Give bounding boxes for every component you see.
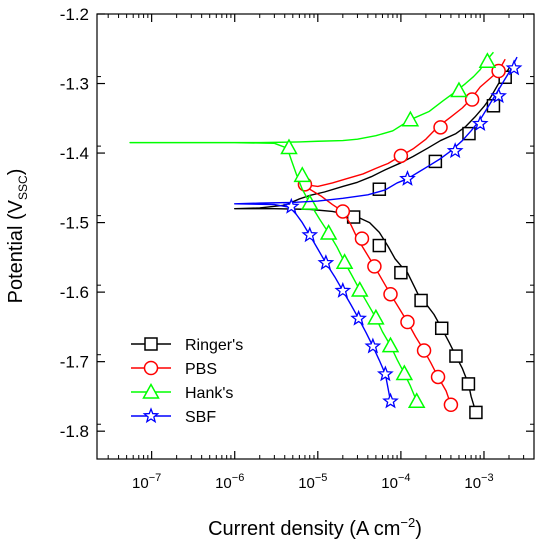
data-point [450, 81, 468, 98]
data-point [478, 52, 497, 69]
data-point [394, 265, 408, 280]
data-point [449, 349, 463, 363]
data-point [395, 364, 414, 381]
data-point [367, 308, 385, 325]
data-point [372, 238, 387, 253]
legend-label: SBF [185, 409, 216, 426]
data-point [461, 377, 476, 391]
data-point [350, 309, 368, 326]
data-point [443, 397, 459, 413]
series-triangle [129, 51, 497, 409]
data-point [335, 253, 354, 269]
x-axis-ticks: 10−7 10−6 10−5 10−4 10−3 [107, 14, 535, 492]
legend-marker [142, 382, 160, 399]
data-point [471, 115, 489, 131]
legend-label: Ringer's [185, 337, 243, 354]
x-tick-label: 10−5 [298, 472, 327, 492]
x-tick-label: 10−4 [381, 472, 410, 492]
data-point [367, 259, 382, 274]
y-tick-label: -1.4 [60, 144, 89, 163]
data-point [401, 110, 420, 127]
y-tick-label: -1.7 [60, 353, 89, 372]
data-point [319, 223, 338, 240]
y-tick-label: -1.3 [60, 75, 89, 94]
data-point [430, 369, 446, 385]
data-point [354, 231, 370, 246]
data-point [376, 365, 394, 382]
data-point [434, 321, 449, 336]
y-tick-label: -1.2 [60, 5, 89, 24]
data-point [382, 392, 399, 409]
y-axis-label-text: Potential [5, 226, 27, 304]
data-point [400, 314, 415, 330]
series-square [234, 67, 512, 420]
x-axis-unit-base: A cm [356, 518, 400, 540]
data-point [464, 92, 480, 107]
legend-label: PBS [185, 361, 217, 378]
y-axis-unit-sub: SSC [16, 175, 30, 200]
data-point [407, 392, 426, 409]
data-point [399, 169, 416, 186]
legend-marker [142, 407, 160, 424]
plot-frame [96, 13, 535, 460]
legend-marker [143, 360, 159, 376]
data-point [346, 210, 361, 224]
data-point [381, 336, 400, 353]
data-point [393, 148, 409, 164]
data-point [416, 343, 432, 358]
data-point [383, 286, 398, 302]
y-tick-label: -1.5 [60, 214, 89, 233]
x-tick-label: 10−6 [215, 472, 244, 492]
series-layer [129, 51, 523, 420]
x-tick-label: 10−3 [464, 472, 493, 492]
y-tick-label: -1.8 [60, 422, 89, 441]
x-tick-label: 10−7 [132, 472, 161, 492]
legend-marker [144, 337, 158, 351]
y-axis-unit-base: V [5, 199, 27, 213]
data-point [446, 142, 464, 159]
y-axis-label: Potential (VSSC) [5, 169, 30, 304]
data-point [351, 280, 369, 297]
data-point [301, 226, 319, 243]
data-point [433, 120, 448, 135]
legend: Ringer's PBS Hank's SBF [131, 337, 243, 426]
series-star [234, 56, 523, 409]
data-point [364, 337, 382, 354]
legend-label: Hank's [185, 385, 233, 402]
series-line [234, 67, 510, 413]
data-point [280, 138, 298, 155]
data-point [334, 281, 352, 298]
data-point [293, 166, 312, 183]
x-axis-label-text: Current density [208, 518, 344, 540]
y-tick-label: -1.6 [60, 283, 89, 302]
series-line [129, 51, 494, 402]
x-axis-label: Current density (A cm−2) [208, 515, 422, 540]
data-point [414, 293, 428, 308]
data-point [335, 204, 351, 219]
data-point [490, 87, 507, 104]
y-axis-ticks: -1.2 -1.3 -1.4 -1.5 -1.6 -1.7 -1.8 [60, 5, 534, 441]
data-point [317, 254, 335, 271]
data-point [469, 405, 483, 420]
data-point [282, 197, 300, 214]
x-axis-unit-exp: −2 [400, 515, 415, 530]
data-point [505, 59, 523, 76]
